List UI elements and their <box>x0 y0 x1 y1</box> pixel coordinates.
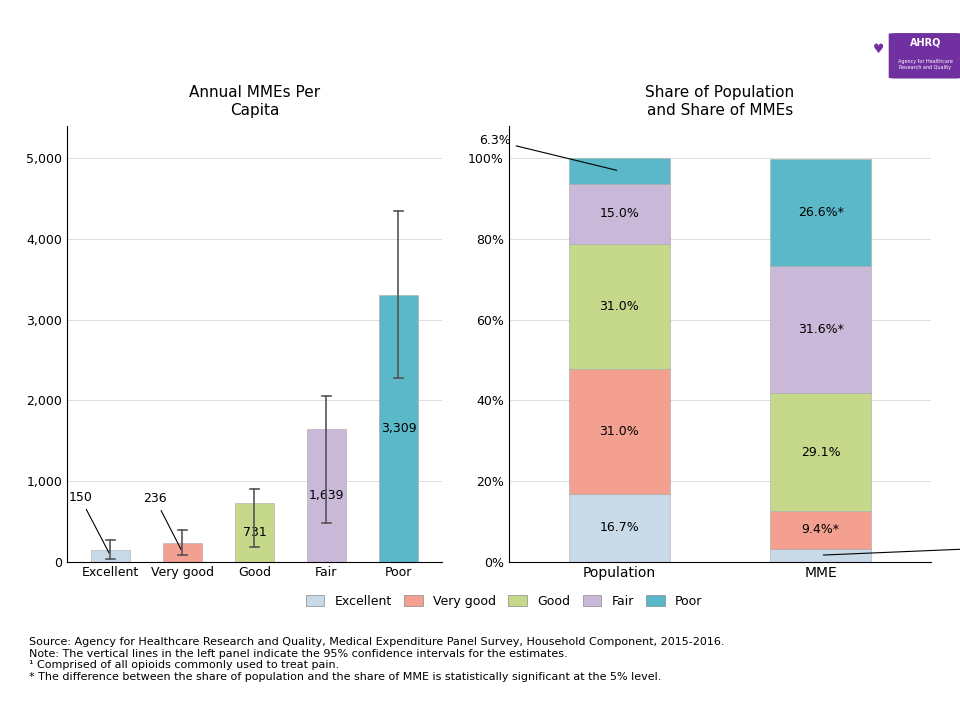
Bar <box>234 503 275 562</box>
Text: Figure 9b: Annual Morphine Milligram Equivalents (MMEs) of outpatient prescripti: Figure 9b: Annual Morphine Milligram Equ… <box>58 29 768 78</box>
Text: 3,309: 3,309 <box>380 422 417 435</box>
Text: 9.4%*: 9.4%* <box>802 523 840 536</box>
Title: Annual MMEs Per
Capita: Annual MMEs Per Capita <box>189 86 320 118</box>
Bar <box>569 369 670 494</box>
Text: 29.1%: 29.1% <box>801 446 840 459</box>
Text: 31.0%: 31.0% <box>600 426 639 438</box>
Text: Agency for Healthcare
Research and Quality: Agency for Healthcare Research and Quali… <box>898 59 953 70</box>
Text: 26.6%*: 26.6%* <box>798 206 844 219</box>
Text: 731: 731 <box>243 526 266 539</box>
Text: 31.6%*: 31.6%* <box>798 323 844 336</box>
Bar <box>378 294 419 562</box>
Bar <box>770 510 871 549</box>
Text: AHRQ: AHRQ <box>910 37 941 48</box>
Bar <box>162 543 203 562</box>
Bar <box>770 158 871 266</box>
Title: Share of Population
and Share of MMEs: Share of Population and Share of MMEs <box>645 86 795 118</box>
Bar <box>90 549 131 562</box>
Text: 15.0%: 15.0% <box>599 207 639 220</box>
Text: 16.7%: 16.7% <box>600 521 639 534</box>
Text: Source: Agency for Healthcare Research and Quality, Medical Expenditure Panel Su: Source: Agency for Healthcare Research a… <box>29 637 724 682</box>
Bar <box>569 158 670 184</box>
Text: 1,639: 1,639 <box>309 489 344 502</box>
Bar <box>770 266 871 393</box>
Text: 3.2%*: 3.2%* <box>824 541 960 555</box>
Text: 150: 150 <box>68 491 109 553</box>
Text: 6.3%: 6.3% <box>479 134 616 171</box>
Bar <box>770 549 871 562</box>
Circle shape <box>792 46 960 66</box>
Text: ♥: ♥ <box>873 42 884 55</box>
Text: 31.0%: 31.0% <box>600 300 639 313</box>
Legend: Excellent, Very good, Good, Fair, Poor: Excellent, Very good, Good, Fair, Poor <box>300 590 708 613</box>
Bar <box>306 429 347 562</box>
Text: 236: 236 <box>143 492 181 549</box>
Bar <box>569 244 670 369</box>
Bar <box>569 184 670 244</box>
Bar <box>569 494 670 562</box>
Bar <box>770 393 871 510</box>
FancyBboxPatch shape <box>888 32 960 79</box>
